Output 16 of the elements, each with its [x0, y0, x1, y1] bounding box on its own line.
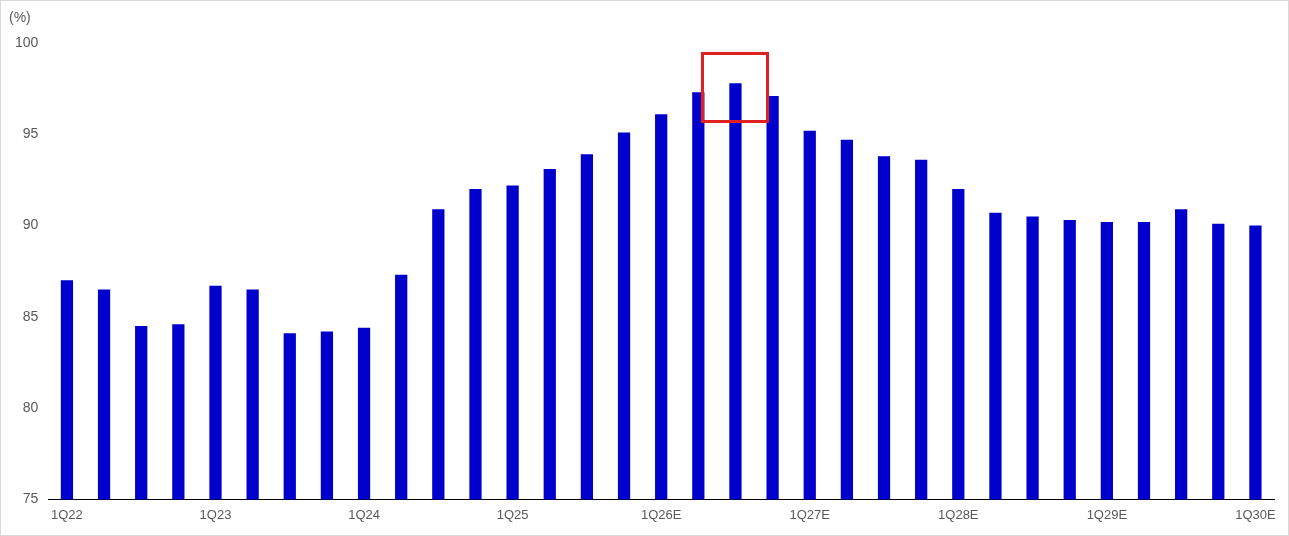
x-tick-label: 1Q29E	[1086, 506, 1128, 522]
x-tick-label: 1Q22	[51, 506, 83, 522]
x-tick-label: 1Q23	[199, 506, 232, 522]
y-tick-label: 75	[22, 490, 39, 507]
x-tick-label: 1Q30E	[1235, 506, 1276, 522]
y-tick-label: 90	[22, 216, 39, 233]
y-tick-label: 95	[22, 125, 39, 142]
x-tick-label: 1Q26E	[640, 506, 682, 522]
y-tick-label: 100	[15, 33, 39, 50]
x-tick-label: 1Q28E	[938, 506, 979, 522]
x-tick-label: 1Q24	[348, 506, 380, 522]
y-tick-label: 85	[22, 307, 39, 324]
y-axis-title: (%)	[9, 8, 31, 25]
y-tick-label: 80	[22, 398, 39, 415]
x-tick-label: 1Q27E	[789, 506, 831, 522]
x-tick-label: 1Q25	[496, 506, 529, 522]
